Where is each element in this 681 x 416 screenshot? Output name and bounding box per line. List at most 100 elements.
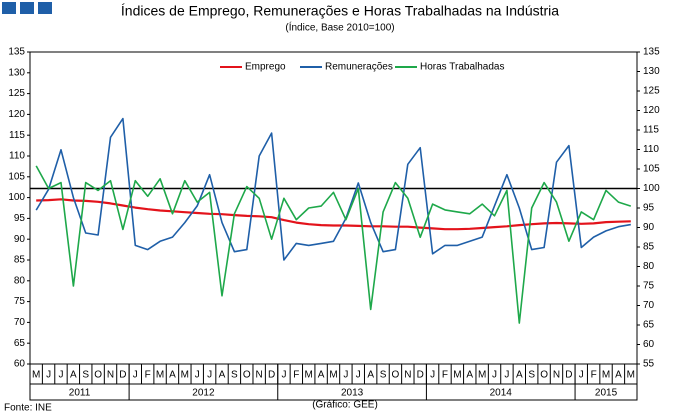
y2-tick-label: 105	[643, 164, 660, 175]
logo-square	[20, 2, 34, 14]
x-tick-label: M	[478, 370, 486, 381]
x-tick-label: D	[268, 370, 275, 381]
y2-tick-label: 75	[643, 281, 655, 292]
x-tick-label: N	[404, 370, 411, 381]
x-tick-label: A	[367, 370, 374, 381]
x-tick-label: J	[58, 370, 63, 381]
legend-label: Emprego	[245, 62, 286, 73]
x-tick-label: F	[442, 370, 448, 381]
x-tick-label: D	[565, 370, 572, 381]
x-tick-label: A	[516, 370, 523, 381]
y2-tick-label: 85	[643, 242, 655, 253]
x-tick-label: D	[417, 370, 424, 381]
x-tick-label: J	[492, 370, 497, 381]
x-tick-label: S	[231, 370, 238, 381]
y-tick-label: 80	[14, 275, 26, 286]
y2-tick-label: 125	[643, 86, 660, 97]
y-tick-label: 110	[9, 151, 25, 162]
x-tick-label: J	[46, 370, 51, 381]
plot-frame	[29, 51, 638, 365]
y-tick-label: 105	[8, 171, 25, 182]
y-tick-label: 60	[14, 359, 26, 370]
series-line	[36, 198, 631, 231]
x-tick-label: A	[615, 370, 622, 381]
x-tick-label: J	[207, 370, 212, 381]
legend-label: Horas Trabalhadas	[420, 62, 505, 73]
y2-tick-label: 110	[643, 144, 659, 155]
x-tick-label: S	[82, 370, 89, 381]
y-tick-label: 85	[14, 255, 26, 266]
x-axis-band	[29, 363, 638, 401]
x-tick-label: S	[380, 370, 387, 381]
x-tick-label: N	[553, 370, 560, 381]
x-tick-label: J	[343, 370, 348, 381]
x-tick-label: M	[32, 370, 40, 381]
x-tick-label: D	[119, 370, 126, 381]
x-tick-label: J	[579, 370, 584, 381]
series-line	[35, 117, 631, 261]
x-tick-label: J	[281, 370, 286, 381]
source: Fonte: INE	[4, 403, 52, 414]
y2-tick-label: 135	[643, 47, 660, 58]
year-label: 2013	[341, 388, 364, 399]
y-tick-label: 125	[8, 88, 25, 99]
x-tick-label: A	[169, 370, 176, 381]
x-tick-label: O	[94, 370, 102, 381]
x-tick-label: J	[133, 370, 138, 381]
y-tick-label: 75	[14, 296, 26, 307]
y2-tick-label: 115	[643, 125, 659, 136]
x-tick-label: N	[107, 370, 114, 381]
x-tick-label: F	[293, 370, 299, 381]
x-tick-label: J	[504, 370, 509, 381]
x-tick-label: J	[195, 370, 200, 381]
y2-tick-label: 55	[643, 359, 655, 370]
x-tick-label: M	[156, 370, 164, 381]
y-tick-label: 70	[14, 317, 26, 328]
x-tick-label: M	[181, 370, 189, 381]
x-tick-label: O	[392, 370, 400, 381]
y2-tick-label: 95	[643, 203, 655, 214]
y2-tick-label: 130	[643, 66, 660, 77]
y-tick-label: 100	[8, 192, 25, 203]
credit: (Gráfico: GEE)	[312, 400, 378, 411]
x-tick-label: F	[591, 370, 597, 381]
series-line	[35, 165, 632, 324]
x-tick-label: A	[318, 370, 325, 381]
y-tick-label: 135	[8, 47, 25, 58]
chart-subtitle: (Índice, Base 2010=100)	[285, 21, 394, 34]
logo-square	[38, 2, 52, 14]
x-tick-label: A	[219, 370, 226, 381]
y-tick-label: 90	[14, 234, 26, 245]
year-label: 2015	[595, 388, 618, 399]
x-tick-label: F	[145, 370, 151, 381]
x-tick-label: J	[356, 370, 361, 381]
x-tick-label: O	[243, 370, 251, 381]
y2-tick-label: 80	[643, 261, 655, 272]
x-tick-label: J	[430, 370, 435, 381]
chart-title: Índices de Emprego, Remunerações e Horas…	[121, 3, 559, 19]
year-label: 2012	[192, 388, 215, 399]
legend-label: Remunerações	[325, 62, 393, 73]
y2-tick-label: 90	[643, 222, 655, 233]
y-tick-label: 120	[8, 109, 25, 120]
y2-tick-label: 70	[643, 300, 655, 311]
year-label: 2011	[69, 388, 91, 399]
y2-tick-label: 65	[643, 320, 655, 331]
x-tick-label: A	[70, 370, 77, 381]
year-label: 2014	[490, 388, 513, 399]
y2-tick-label: 60	[643, 339, 655, 350]
x-tick-label: N	[256, 370, 263, 381]
y2-tick-label: 100	[643, 183, 660, 194]
y-tick-label: 65	[14, 338, 26, 349]
x-tick-label: A	[466, 370, 473, 381]
logo-square	[2, 2, 16, 14]
x-tick-label: O	[540, 370, 548, 381]
x-tick-label: M	[305, 370, 313, 381]
x-tick-label: S	[528, 370, 535, 381]
y2-tick-label: 120	[643, 105, 660, 116]
y-tick-label: 115	[9, 130, 25, 141]
y-tick-label: 95	[14, 213, 26, 224]
x-tick-label: M	[329, 370, 337, 381]
x-tick-label: M	[453, 370, 461, 381]
